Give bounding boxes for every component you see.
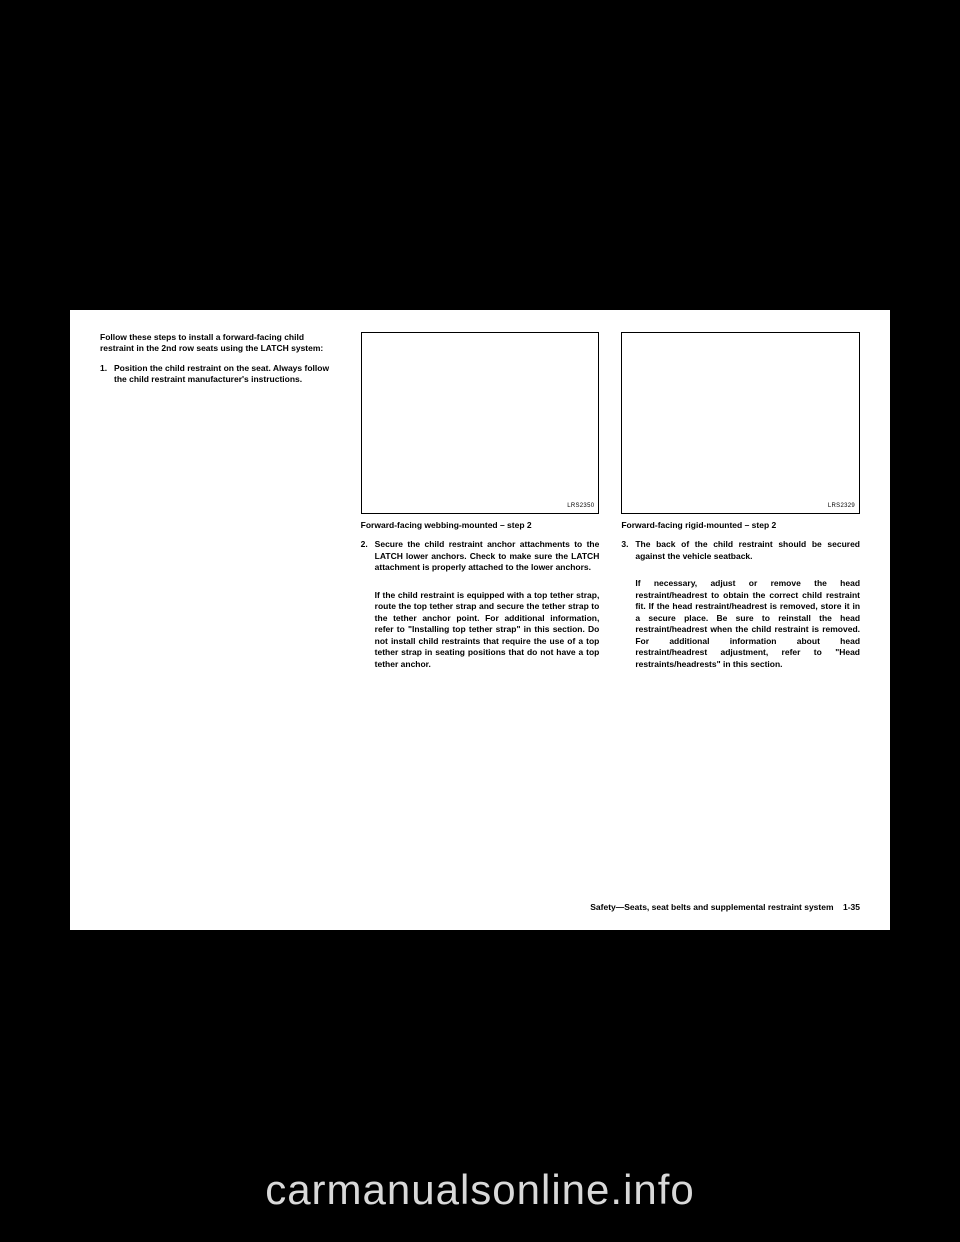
manual-page: Follow these steps to install a forward-… — [70, 310, 890, 930]
page-footer: Safety—Seats, seat belts and supplementa… — [590, 902, 860, 912]
step-2: 2. Secure the child restraint anchor att… — [361, 539, 600, 581]
content-columns: Follow these steps to install a forward-… — [100, 332, 860, 678]
figure-webbing: LRS2350 — [361, 332, 600, 514]
watermark: carmanualsonline.info — [0, 1166, 960, 1214]
figure-rigid: LRS2329 — [621, 332, 860, 514]
step-number: 2. — [361, 539, 375, 581]
step-number: 3. — [621, 539, 635, 570]
step-text: The back of the child restraint should b… — [635, 539, 860, 562]
step-text: Position the child restraint on the seat… — [114, 363, 339, 386]
figure-caption: Forward-facing rigid-mounted – step 2 — [621, 520, 860, 531]
step-3: 3. The back of the child restraint shoul… — [621, 539, 860, 570]
paragraph: If necessary, adjust or remove the head … — [621, 578, 860, 670]
figure-code: LRS2350 — [567, 502, 594, 510]
intro-text: Follow these steps to install a forward-… — [100, 332, 339, 355]
step-1: 1. Position the child restraint on the s… — [100, 363, 339, 386]
step-text: Secure the child restraint anchor attach… — [375, 539, 600, 573]
figure-caption: Forward-facing webbing-mounted – step 2 — [361, 520, 600, 531]
footer-page: 1-35 — [843, 902, 860, 912]
step-number: 1. — [100, 363, 114, 386]
footer-section: Safety—Seats, seat belts and supplementa… — [590, 902, 833, 912]
paragraph: If the child restraint is equipped with … — [361, 590, 600, 670]
column-1: Follow these steps to install a forward-… — [100, 332, 339, 678]
column-3: LRS2329 Forward-facing rigid-mounted – s… — [621, 332, 860, 678]
figure-code: LRS2329 — [828, 502, 855, 510]
column-2: LRS2350 Forward-facing webbing-mounted –… — [361, 332, 600, 678]
